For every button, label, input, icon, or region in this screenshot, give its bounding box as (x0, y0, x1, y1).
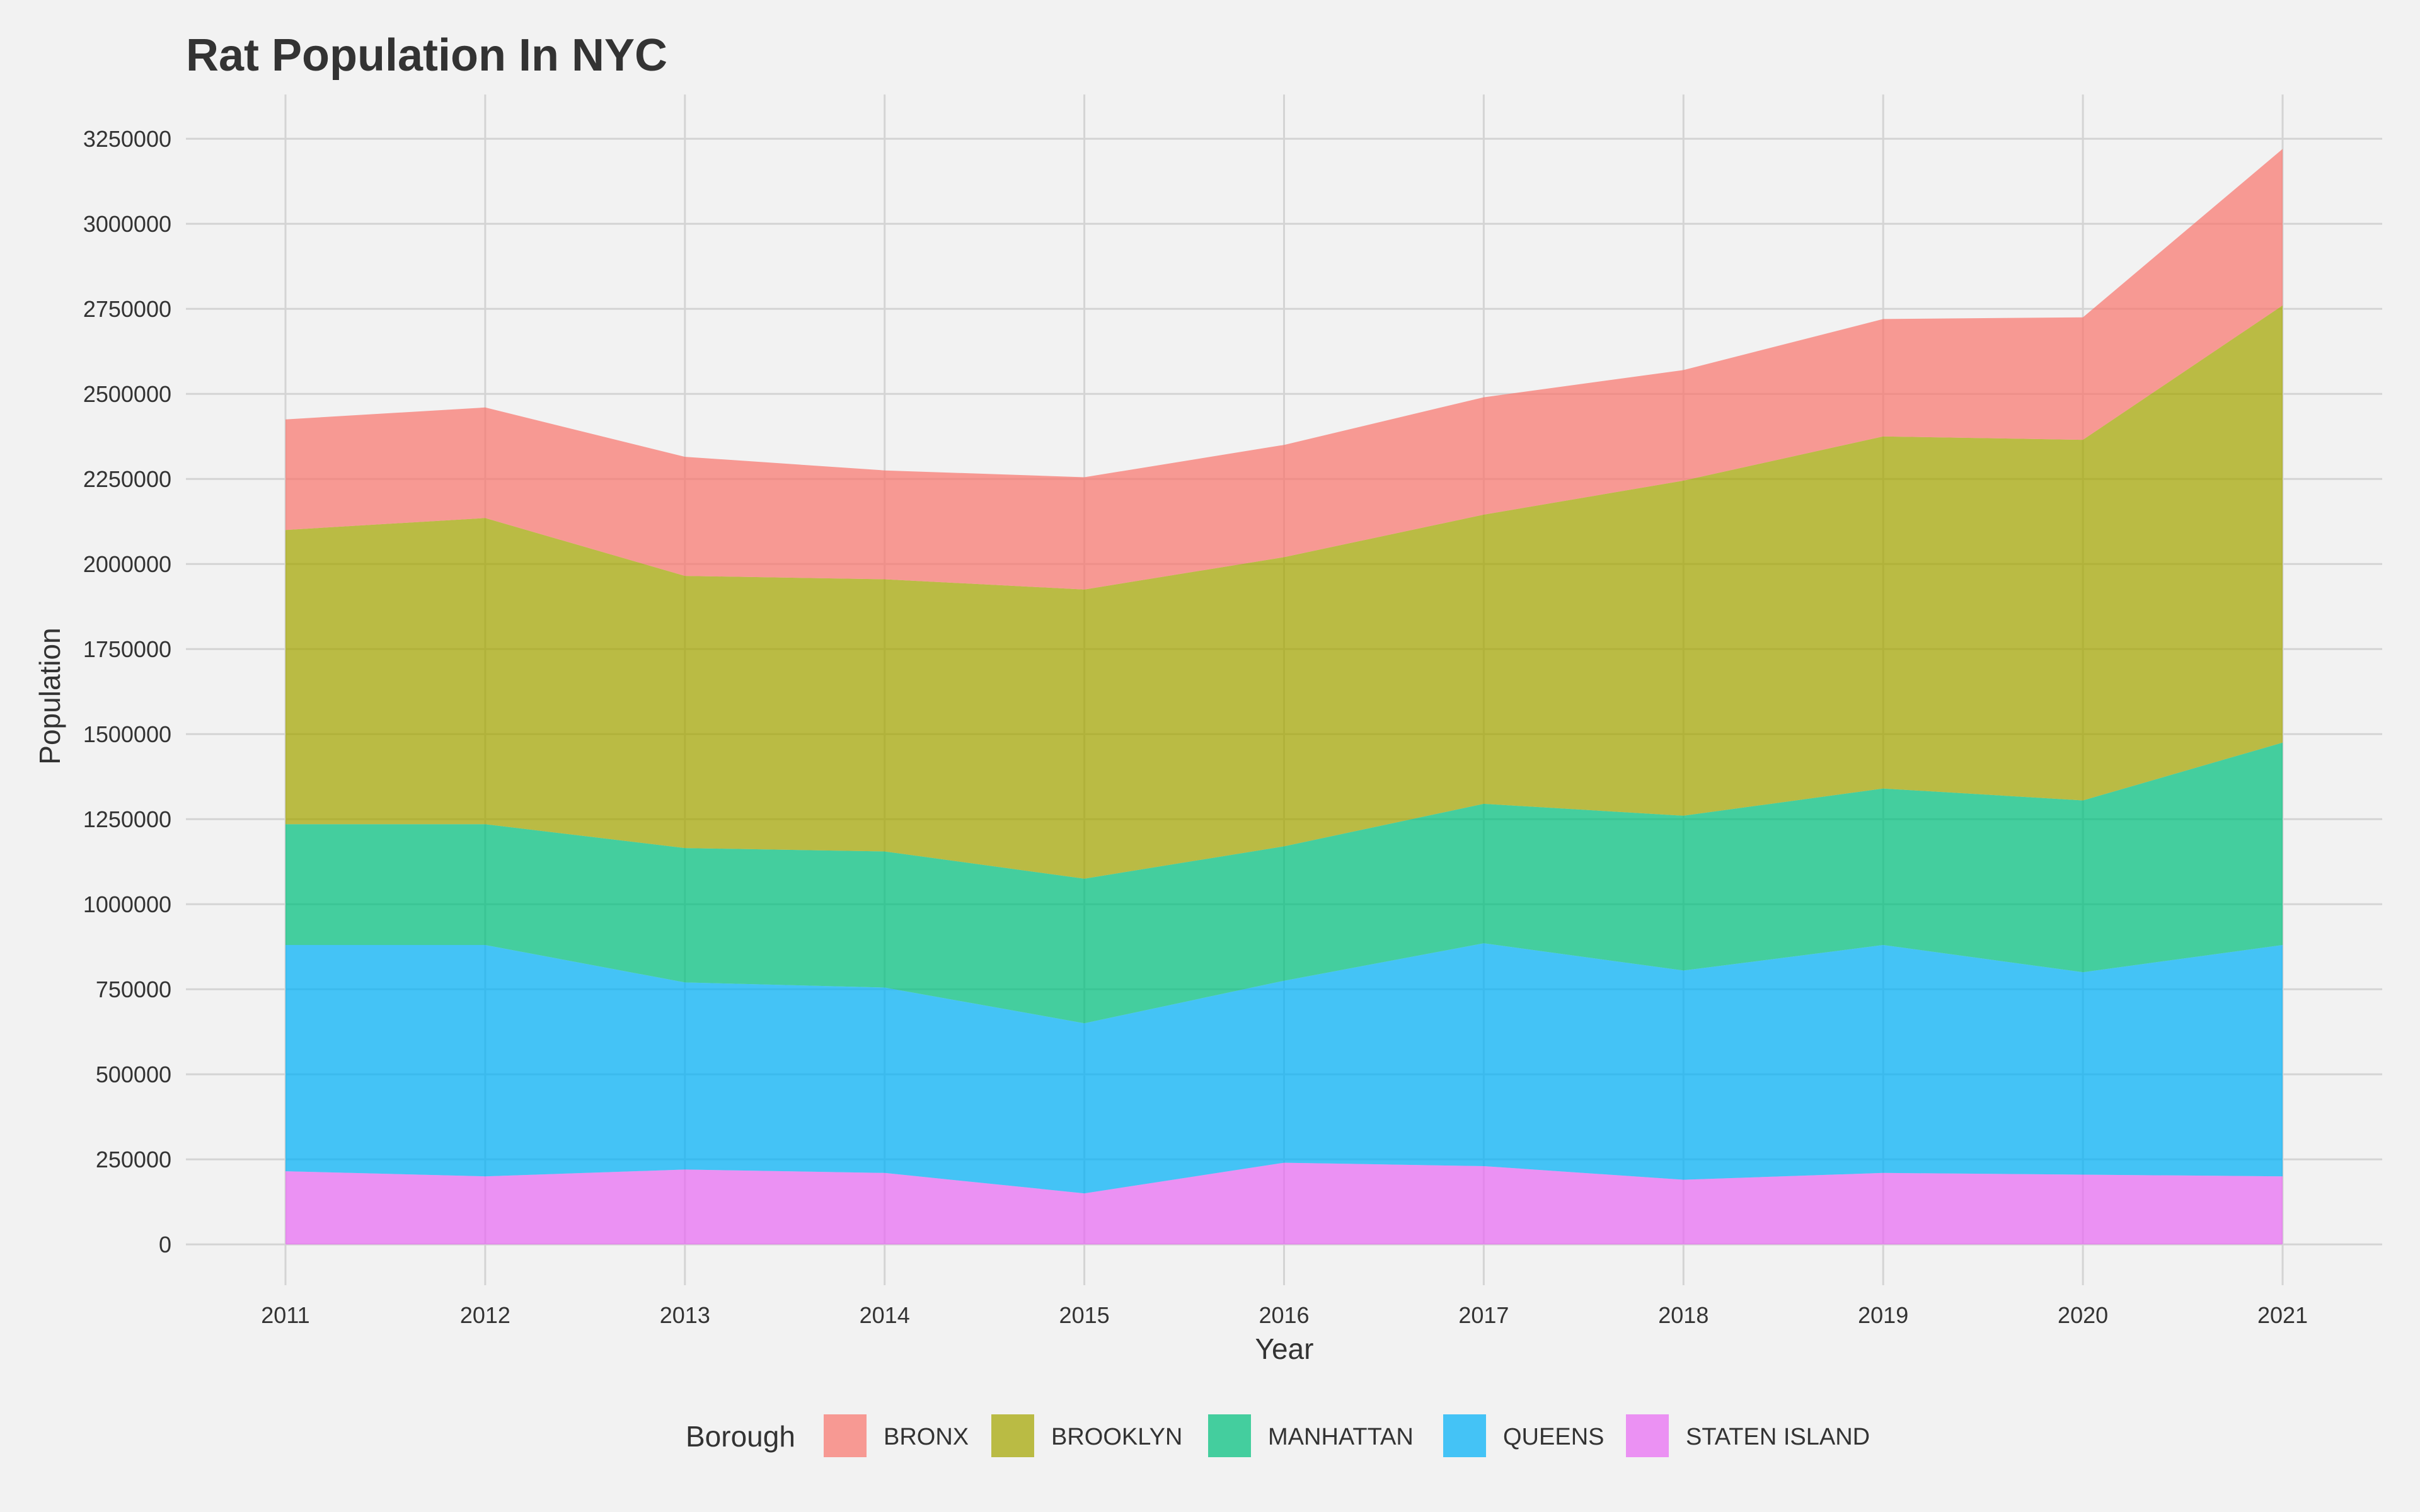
x-axis-ticks: 2011 2012 2013 2014 2015 2016 2017 2018 2019 2020… (261, 1302, 2308, 1328)
x-tick-label: 2015 (1059, 1302, 1110, 1328)
legend-label-staten-island: STATEN ISLAND (1686, 1424, 1870, 1450)
legend: Borough BRONX BROOKLYN MANHATTAN QUEENS STAT… (686, 1414, 1870, 1457)
legend-swatch-bronx (824, 1414, 867, 1457)
y-tick-label: 3000000 (83, 211, 171, 237)
y-tick-label: 500000 (96, 1062, 171, 1087)
chart-title: Rat Population In NYC (186, 30, 667, 81)
legend-label-bronx: BRONX (884, 1424, 969, 1450)
x-tick-label: 2020 (2058, 1302, 2108, 1328)
y-tick-label: 2750000 (83, 296, 171, 322)
legend-label-brooklyn: BROOKLYN (1051, 1424, 1182, 1450)
x-tick-label: 2013 (660, 1302, 710, 1328)
plot-areas (285, 149, 2283, 1245)
legend-swatch-manhattan (1208, 1414, 1251, 1457)
y-tick-label: 1500000 (83, 721, 171, 747)
area-bronx (285, 149, 2283, 590)
y-axis-label: Population (33, 627, 66, 764)
y-tick-label: 3250000 (83, 126, 171, 152)
y-tick-label: 250000 (96, 1147, 171, 1172)
x-tick-label: 2016 (1259, 1302, 1309, 1328)
legend-title: Borough (686, 1420, 795, 1453)
legend-label-queens: QUEENS (1503, 1424, 1604, 1450)
y-tick-label: 2000000 (83, 551, 171, 577)
y-tick-label: 1250000 (83, 806, 171, 832)
area-brooklyn (285, 305, 2283, 879)
x-tick-label: 2014 (860, 1302, 910, 1328)
x-tick-label: 2019 (1858, 1302, 1908, 1328)
y-tick-label: 2500000 (83, 381, 171, 407)
legend-swatch-queens (1443, 1414, 1486, 1457)
y-axis-ticks: 0 250000 500000 750000 1000000 1250000 1500000… (83, 126, 171, 1257)
area-manhattan (285, 742, 2283, 1024)
x-tick-label: 2017 (1458, 1302, 1509, 1328)
legend-label-manhattan: MANHATTAN (1268, 1424, 1414, 1450)
x-tick-label: 2011 (261, 1302, 309, 1328)
x-tick-label: 2021 (2257, 1302, 2308, 1328)
x-axis-label: Year (1255, 1332, 1314, 1365)
legend-swatch-staten-island (1626, 1414, 1669, 1457)
x-tick-label: 2012 (460, 1302, 510, 1328)
area-staten-island (285, 1162, 2283, 1245)
y-tick-label: 1750000 (83, 636, 171, 662)
area-queens (285, 943, 2283, 1194)
y-tick-label: 1000000 (83, 891, 171, 917)
x-tick-label: 2018 (1658, 1302, 1708, 1328)
y-tick-label: 0 (159, 1232, 171, 1257)
legend-swatch-brooklyn (991, 1414, 1034, 1457)
y-tick-label: 750000 (96, 976, 171, 1002)
y-tick-label: 2250000 (83, 466, 171, 492)
